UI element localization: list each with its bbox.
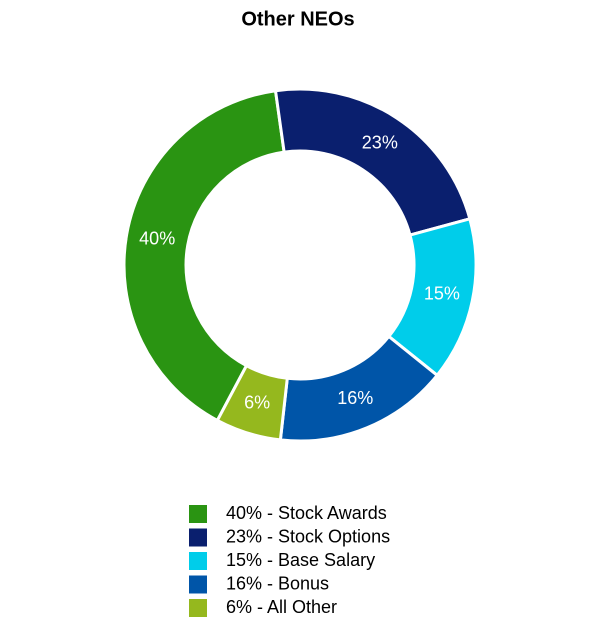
data-label: 15% (424, 283, 460, 303)
donut-segment (215, 363, 289, 442)
legend-swatch (189, 599, 207, 617)
legend-swatch (189, 505, 207, 523)
donut-segment (273, 87, 472, 237)
legend-label: 15% - Base Salary (226, 550, 375, 570)
legend-swatch (189, 575, 207, 594)
legend-swatch (189, 552, 207, 570)
legend-label: 6% - All Other (226, 597, 337, 617)
legend-label: 40% - Stock Awards (226, 503, 387, 523)
data-label: 6% (244, 392, 270, 412)
data-label: 40% (139, 229, 175, 249)
data-label: 23% (362, 133, 398, 153)
chart-title: Other NEOs (241, 8, 354, 30)
legend-swatch (189, 528, 207, 547)
legend-label: 23% - Stock Options (226, 526, 390, 546)
donut-segment (122, 89, 286, 423)
legend-label: 16% - Bonus (226, 573, 329, 593)
data-label: 16% (337, 388, 373, 408)
